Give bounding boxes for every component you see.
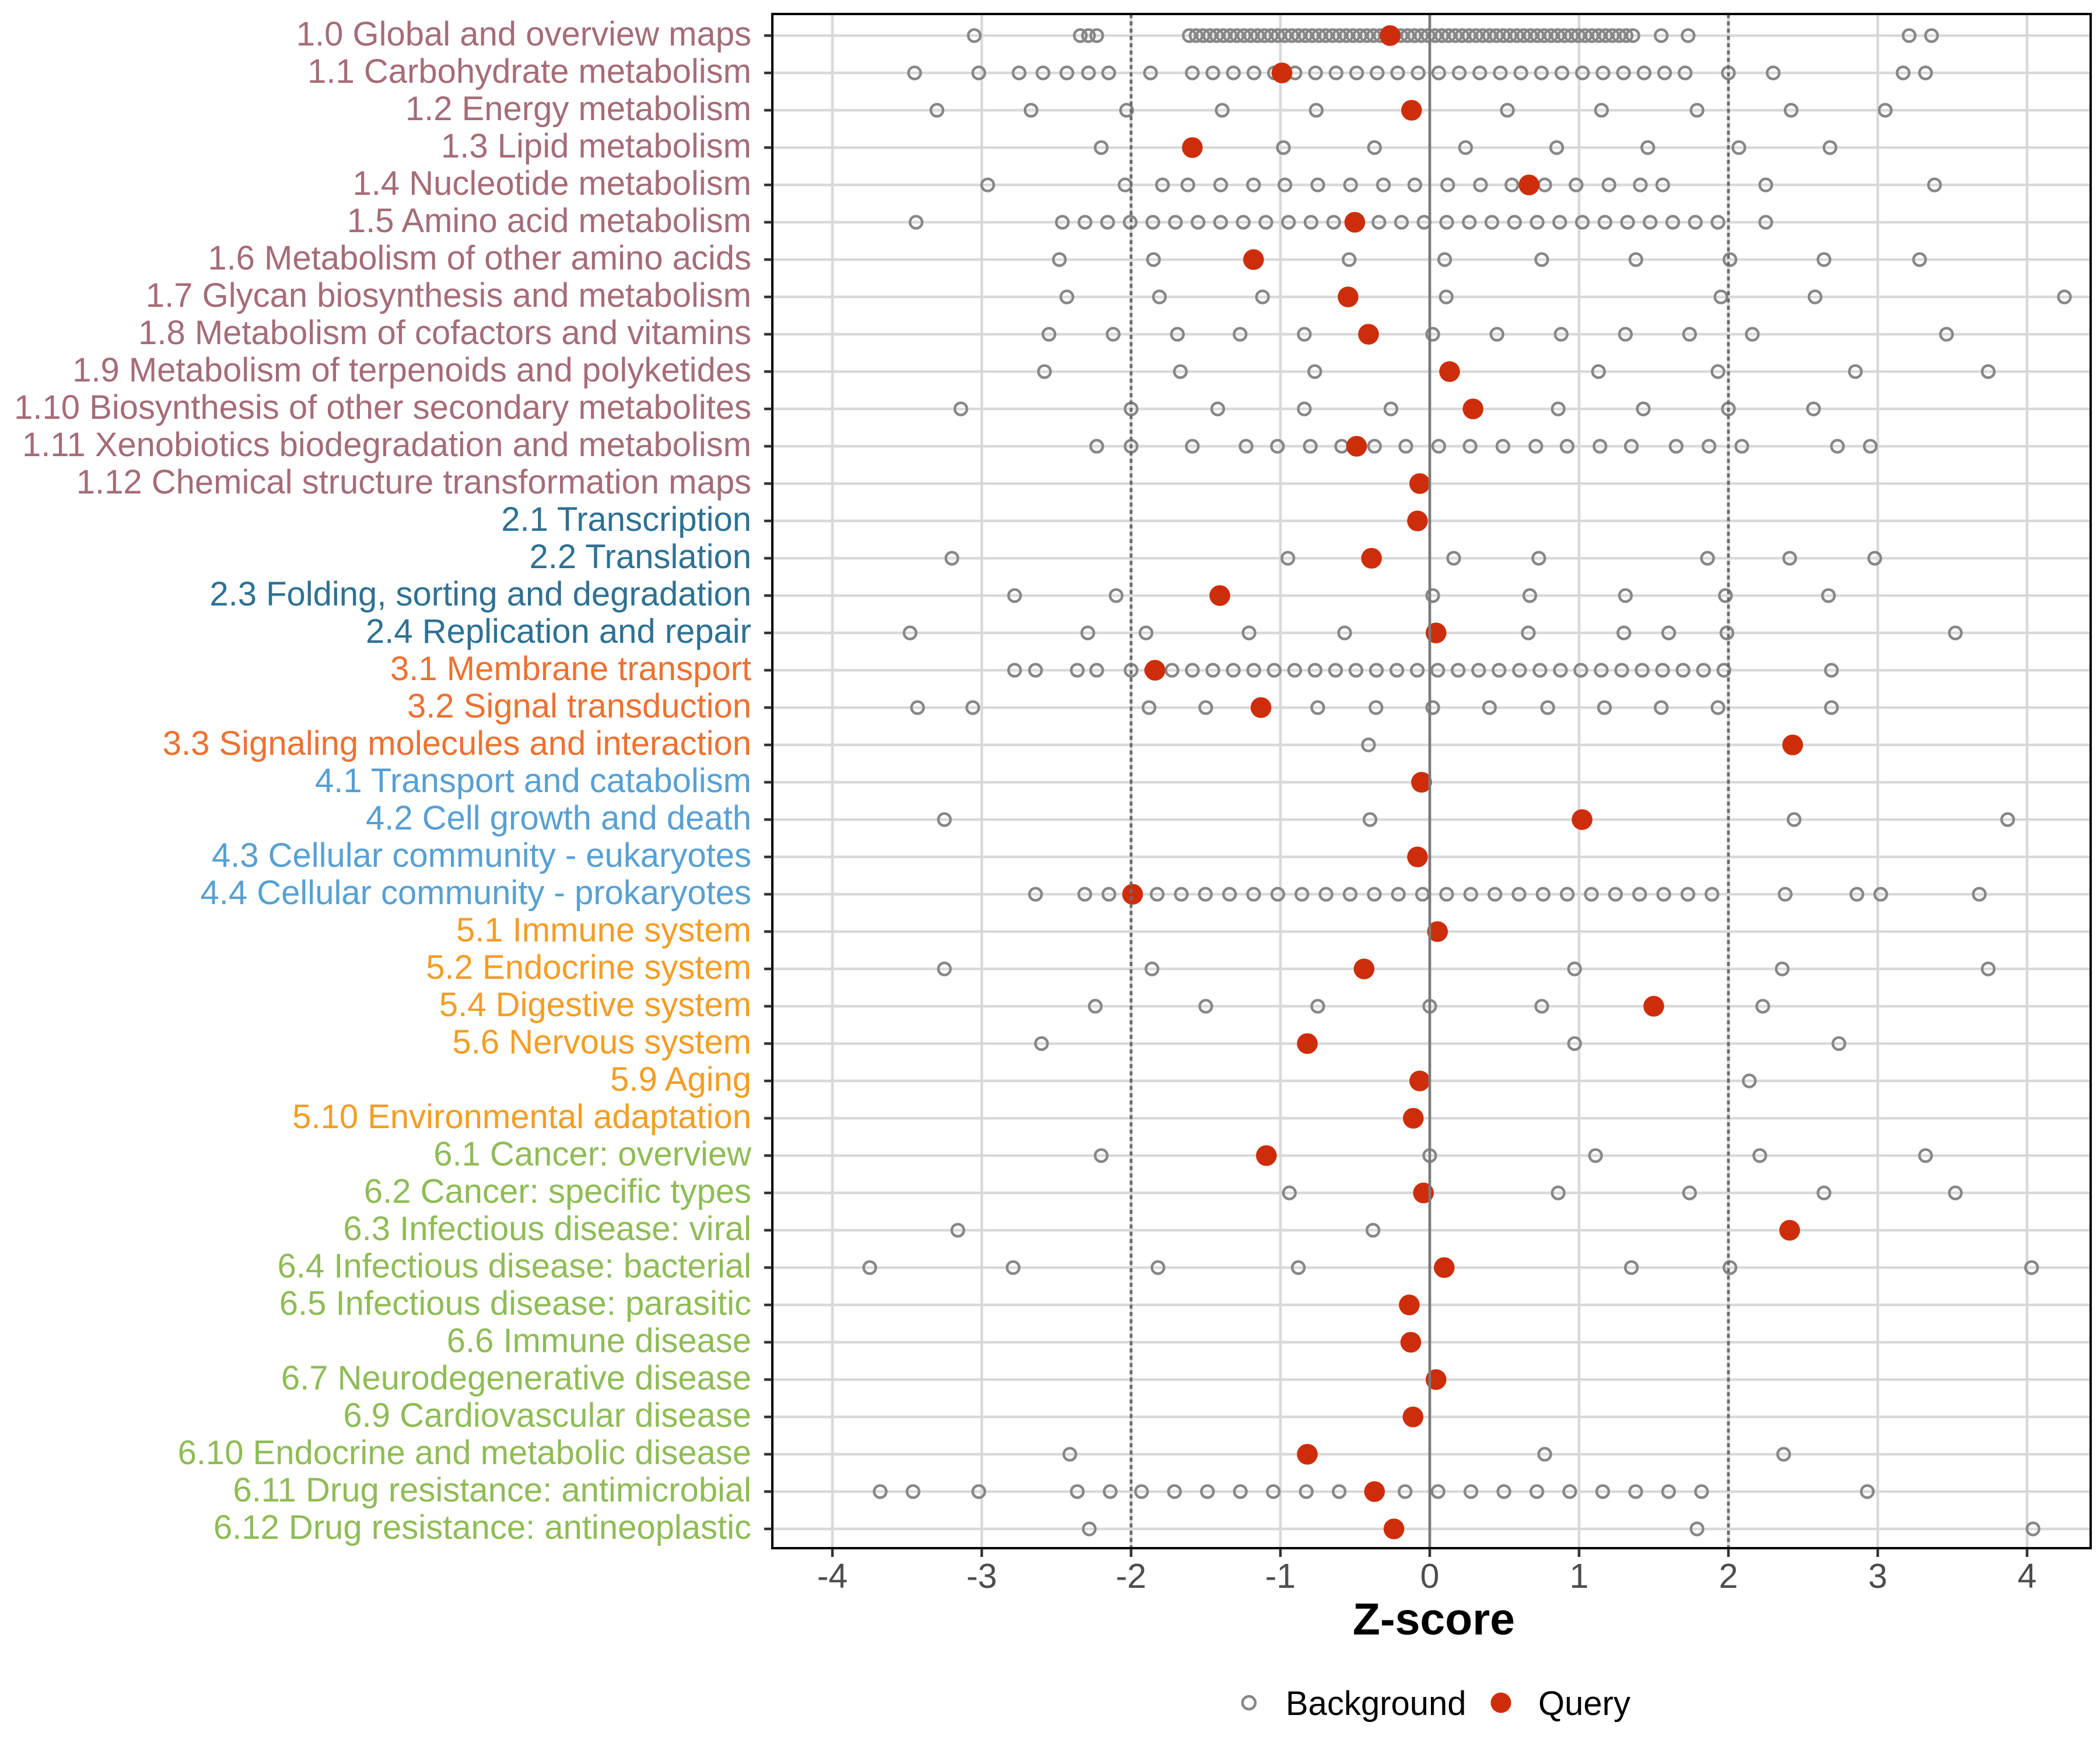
svg-text:1.6 Metabolism of other amino: 1.6 Metabolism of other amino acids [208, 239, 751, 277]
svg-text:3.1 Membrane transport: 3.1 Membrane transport [390, 650, 751, 688]
svg-text:1.4 Nucleotide metabolism: 1.4 Nucleotide metabolism [353, 164, 751, 202]
svg-text:6.9 Cardiovascular disease: 6.9 Cardiovascular disease [343, 1396, 751, 1434]
svg-text:1.0 Global and overview maps: 1.0 Global and overview maps [296, 15, 751, 53]
svg-text:1.7 Glycan biosynthesis and me: 1.7 Glycan biosynthesis and metabolism [146, 276, 751, 314]
svg-text:6.1 Cancer: overview: 6.1 Cancer: overview [433, 1135, 752, 1173]
svg-text:5.9 Aging: 5.9 Aging [610, 1060, 751, 1098]
svg-text:3: 3 [1868, 1557, 1888, 1595]
svg-text:6.7 Neurodegenerative disease: 6.7 Neurodegenerative disease [281, 1359, 751, 1397]
svg-text:5.10 Environmental adaptation: 5.10 Environmental adaptation [292, 1098, 751, 1136]
svg-text:3.3 Signaling molecules and in: 3.3 Signaling molecules and interaction [163, 724, 751, 762]
svg-text:1.9 Metabolism of terpenoids a: 1.9 Metabolism of terpenoids and polyket… [72, 351, 751, 389]
svg-text:6.3 Infectious disease: viral: 6.3 Infectious disease: viral [343, 1210, 751, 1248]
svg-text:Query: Query [1538, 1685, 1630, 1723]
svg-text:-3: -3 [967, 1557, 997, 1595]
svg-text:2: 2 [1719, 1557, 1738, 1595]
svg-text:6.6 Immune disease: 6.6 Immune disease [447, 1322, 751, 1360]
svg-text:0: 0 [1420, 1557, 1440, 1595]
svg-text:1: 1 [1570, 1557, 1589, 1595]
svg-text:5.6 Nervous system: 5.6 Nervous system [452, 1023, 751, 1061]
svg-text:4: 4 [2018, 1557, 2037, 1595]
svg-text:Z-score: Z-score [1353, 1594, 1515, 1644]
svg-text:2.2 Translation: 2.2 Translation [530, 538, 751, 576]
svg-text:Background: Background [1286, 1685, 1466, 1723]
svg-text:6.10 Endocrine and metabolic d: 6.10 Endocrine and metabolic disease [178, 1434, 751, 1472]
svg-text:1.2 Energy metabolism: 1.2 Energy metabolism [405, 90, 751, 128]
svg-text:6.5 Infectious disease: parasi: 6.5 Infectious disease: parasitic [279, 1284, 751, 1322]
svg-text:1.12 Chemical structure transf: 1.12 Chemical structure transformation m… [76, 463, 751, 501]
svg-text:4.3 Cellular community - eukar: 4.3 Cellular community - eukaryotes [212, 836, 751, 874]
svg-text:-4: -4 [817, 1557, 848, 1595]
svg-text:6.11 Drug resistance: antimicr: 6.11 Drug resistance: antimicrobial [233, 1471, 751, 1509]
svg-text:6.12 Drug resistance: antineop: 6.12 Drug resistance: antineoplastic [214, 1508, 751, 1546]
svg-text:5.4 Digestive system: 5.4 Digestive system [439, 986, 751, 1024]
svg-text:6.4 Infectious disease: bacter: 6.4 Infectious disease: bacterial [278, 1247, 751, 1285]
svg-text:1.1 Carbohydrate metabolism: 1.1 Carbohydrate metabolism [307, 52, 751, 90]
svg-text:1.8 Metabolism of cofactors an: 1.8 Metabolism of cofactors and vitamins [138, 314, 751, 352]
svg-text:4.2 Cell growth and death: 4.2 Cell growth and death [366, 799, 751, 837]
svg-text:1.11 Xenobiotics biodegradatio: 1.11 Xenobiotics biodegradation and meta… [22, 426, 751, 464]
svg-text:-2: -2 [1116, 1557, 1146, 1595]
svg-text:4.4 Cellular community - proka: 4.4 Cellular community - prokaryotes [201, 874, 751, 912]
svg-text:5.1 Immune system: 5.1 Immune system [456, 911, 751, 949]
svg-text:1.10 Biosynthesis of other sec: 1.10 Biosynthesis of other secondary met… [14, 388, 751, 426]
svg-text:2.3 Folding, sorting and degra: 2.3 Folding, sorting and degradation [209, 575, 751, 613]
svg-text:6.2 Cancer: specific types: 6.2 Cancer: specific types [364, 1172, 751, 1210]
svg-text:3.2 Signal transduction: 3.2 Signal transduction [407, 687, 751, 725]
svg-text:1.3 Lipid metabolism: 1.3 Lipid metabolism [441, 127, 751, 165]
svg-text:5.2 Endocrine system: 5.2 Endocrine system [426, 949, 751, 986]
svg-text:1.5 Amino acid metabolism: 1.5 Amino acid metabolism [347, 202, 751, 240]
svg-text:4.1 Transport and catabolism: 4.1 Transport and catabolism [315, 762, 751, 800]
svg-text:2.1 Transcription: 2.1 Transcription [501, 501, 751, 538]
svg-text:2.4 Replication and repair: 2.4 Replication and repair [366, 612, 751, 650]
svg-text:-1: -1 [1265, 1557, 1296, 1595]
